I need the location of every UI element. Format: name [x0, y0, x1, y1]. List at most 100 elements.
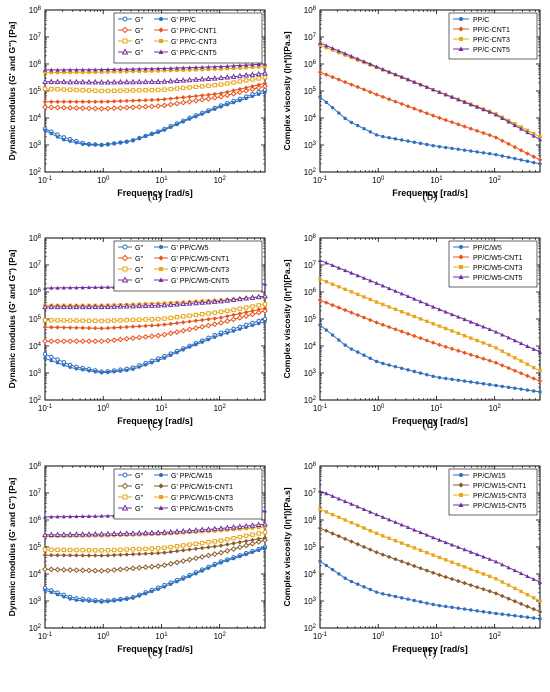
data-marker — [86, 514, 92, 518]
tick-base: 10 — [313, 404, 322, 413]
data-marker — [431, 535, 436, 540]
data-marker — [218, 549, 224, 556]
data-marker — [342, 79, 348, 85]
tick-label: 101 — [430, 632, 443, 641]
tick-label: 103 — [304, 597, 317, 606]
data-marker — [55, 514, 60, 519]
data-marker — [380, 94, 386, 100]
data-marker — [249, 294, 256, 300]
data-marker — [443, 92, 448, 97]
data-marker — [257, 548, 261, 553]
tick-exponent: 5 — [313, 315, 317, 321]
data-marker — [161, 102, 168, 109]
data-marker — [263, 90, 267, 94]
data-marker — [174, 100, 180, 107]
data-marker — [349, 579, 354, 584]
data-marker — [212, 316, 217, 321]
data-marker — [399, 329, 404, 334]
tick-exponent: 8 — [38, 462, 42, 468]
data-marker — [244, 65, 248, 70]
data-marker — [80, 99, 85, 104]
data-marker — [42, 104, 48, 111]
data-marker — [206, 540, 211, 545]
legend-label: G'' — [135, 267, 143, 274]
data-marker — [224, 92, 231, 99]
data-marker — [424, 302, 429, 306]
data-marker — [111, 552, 117, 558]
data-marker — [168, 544, 173, 550]
data-marker — [74, 87, 79, 93]
data-marker — [150, 132, 154, 137]
data-marker — [111, 547, 117, 553]
data-marker — [98, 303, 105, 310]
data-marker — [124, 317, 129, 323]
tick-base: 10 — [29, 489, 38, 498]
tick-base: 10 — [97, 176, 106, 185]
data-marker — [118, 547, 123, 552]
legend-marker — [159, 495, 163, 499]
legend-label: G'' — [135, 28, 143, 35]
data-marker — [148, 563, 155, 570]
data-marker — [531, 346, 536, 351]
tick-label: 104 — [304, 342, 317, 351]
data-marker — [118, 67, 123, 71]
data-marker — [400, 596, 404, 600]
data-marker — [456, 545, 461, 549]
data-marker — [92, 105, 99, 112]
data-marker — [74, 99, 79, 104]
data-marker — [131, 138, 135, 143]
data-marker — [537, 137, 543, 142]
tick-base: 10 — [372, 176, 381, 185]
data-marker — [468, 102, 473, 107]
data-marker — [167, 101, 174, 108]
legend: G'' G' PP/C/W15 G'' G' PP/C/W15-CNT1 G'' G' P… — [113, 468, 263, 520]
tick-exponent: 7 — [313, 261, 317, 267]
data-marker — [212, 91, 217, 97]
data-marker — [174, 77, 180, 83]
data-marker — [324, 510, 328, 514]
data-marker — [68, 70, 72, 75]
data-marker — [324, 43, 329, 48]
tick-label: 104 — [29, 570, 42, 579]
data-marker — [136, 302, 143, 309]
legend-label: PP/C/W15-CNT1 — [473, 483, 526, 490]
data-marker — [231, 527, 236, 532]
data-marker — [361, 544, 367, 550]
data-marker — [449, 94, 455, 99]
data-marker — [324, 100, 328, 105]
data-marker — [406, 139, 410, 143]
data-marker — [355, 84, 360, 90]
data-marker — [431, 87, 436, 92]
tick-exponent: 6 — [38, 60, 42, 66]
data-marker — [155, 302, 162, 308]
data-marker — [249, 522, 256, 528]
data-marker — [43, 356, 47, 361]
data-marker — [418, 566, 423, 571]
data-marker — [412, 106, 417, 111]
data-marker — [237, 540, 243, 545]
data-marker — [437, 555, 442, 560]
data-marker — [406, 312, 410, 316]
data-marker — [212, 539, 217, 544]
legend-box — [448, 240, 538, 288]
data-marker — [475, 338, 479, 343]
data-marker — [211, 94, 218, 101]
data-marker — [118, 552, 123, 558]
data-marker — [106, 599, 110, 604]
data-marker — [324, 528, 329, 534]
data-marker — [430, 340, 436, 345]
data-marker — [61, 67, 66, 72]
legend-label: G'' — [135, 506, 143, 513]
data-marker — [437, 144, 442, 149]
tick-label: 105 — [29, 315, 42, 324]
data-marker — [48, 104, 55, 111]
data-marker — [317, 297, 323, 303]
data-marker — [324, 279, 328, 284]
legend-marker — [122, 244, 128, 250]
data-marker — [111, 318, 117, 323]
legend-marker — [459, 265, 463, 269]
data-marker — [237, 311, 243, 316]
panel-caption: (b) — [422, 188, 437, 203]
tick-exponent: 4 — [313, 342, 317, 348]
data-marker — [424, 84, 429, 89]
